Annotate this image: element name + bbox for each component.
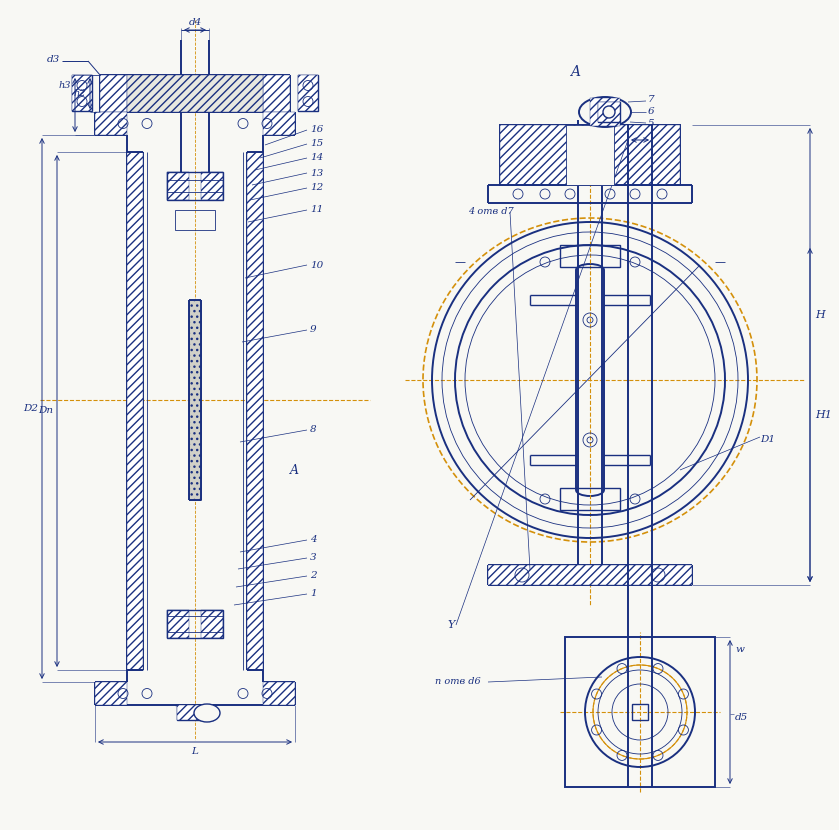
Bar (95, 112, 127, 135)
Text: D1: D1 (760, 436, 775, 445)
Bar (298, 76, 318, 111)
Text: 10: 10 (310, 261, 323, 270)
Text: Y: Y (447, 620, 455, 630)
Text: d3: d3 (47, 56, 60, 65)
Text: L: L (191, 748, 199, 756)
Bar (201, 610, 223, 638)
Text: 9: 9 (310, 325, 316, 334)
Bar (72, 76, 92, 111)
Bar (263, 112, 295, 135)
Bar (177, 705, 213, 720)
Text: 6: 6 (648, 108, 654, 116)
Text: 16: 16 (310, 125, 323, 134)
Bar (247, 152, 263, 670)
Text: d5: d5 (735, 712, 748, 721)
Bar (598, 102, 620, 122)
Text: 5: 5 (648, 120, 654, 129)
Text: Dn: Dn (38, 407, 53, 416)
Bar (127, 75, 263, 112)
Text: H: H (815, 310, 825, 320)
Text: 11: 11 (310, 206, 323, 214)
Text: 15: 15 (310, 139, 323, 149)
Bar (565, 637, 715, 787)
Text: 4 отв d7: 4 отв d7 (468, 208, 513, 217)
Bar (590, 98, 620, 126)
Text: 3: 3 (310, 554, 316, 563)
Text: d4: d4 (189, 18, 201, 27)
Text: A: A (290, 463, 299, 476)
Bar (127, 152, 143, 670)
Text: h2: h2 (74, 89, 86, 98)
Bar (95, 682, 127, 705)
Bar (263, 682, 295, 705)
Text: 7: 7 (648, 95, 654, 105)
Text: H1: H1 (815, 410, 832, 420)
Bar (566, 125, 614, 185)
Bar (598, 102, 620, 122)
Text: 14: 14 (310, 154, 323, 163)
Ellipse shape (579, 97, 631, 127)
Text: A: A (570, 65, 580, 79)
Bar (100, 75, 127, 112)
Text: n отв d6: n отв d6 (435, 677, 481, 686)
Bar (167, 172, 189, 200)
Text: D2: D2 (23, 404, 38, 413)
Bar (167, 610, 189, 638)
Bar (167, 610, 223, 638)
Text: 13: 13 (310, 168, 323, 178)
Text: 8: 8 (310, 426, 316, 434)
Bar (167, 172, 223, 200)
Bar (632, 704, 648, 720)
Ellipse shape (194, 704, 220, 722)
Text: 1: 1 (310, 589, 316, 598)
Text: 12: 12 (310, 183, 323, 193)
Bar (298, 76, 318, 111)
Text: h3: h3 (59, 81, 71, 90)
Bar (500, 125, 680, 185)
Bar (500, 125, 680, 185)
Bar (201, 172, 223, 200)
Text: w: w (735, 645, 744, 653)
Bar (560, 488, 620, 510)
Bar (72, 76, 92, 111)
Circle shape (603, 106, 615, 118)
Bar (189, 300, 201, 500)
Bar (560, 245, 620, 267)
Bar (488, 565, 692, 585)
Text: 4: 4 (310, 535, 316, 544)
Bar (263, 75, 290, 112)
Text: 2: 2 (310, 572, 316, 580)
Bar (177, 705, 213, 720)
Bar (175, 210, 215, 230)
